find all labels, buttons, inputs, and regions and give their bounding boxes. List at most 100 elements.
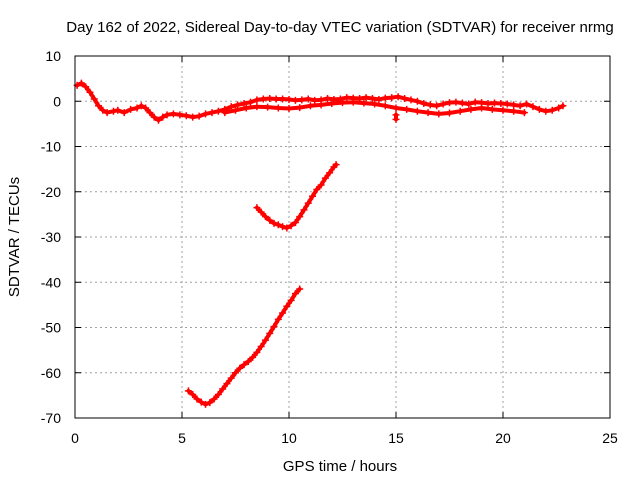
series-4 [184, 285, 304, 408]
data-point [426, 101, 434, 109]
data-point [304, 199, 312, 207]
x-axis-label: GPS time / hours [283, 458, 397, 475]
data-point [283, 302, 291, 310]
data-point [219, 385, 227, 393]
data-point [403, 105, 411, 113]
data-point [313, 185, 321, 193]
data-point [311, 96, 319, 104]
data-point [392, 104, 400, 112]
data-point [279, 95, 287, 103]
data-point [90, 95, 98, 103]
data-point [510, 107, 518, 115]
data-point [244, 357, 252, 365]
data-point [202, 110, 210, 118]
data-point [465, 100, 473, 108]
series-0 [73, 79, 567, 124]
data-point [227, 103, 235, 111]
data-point [304, 95, 312, 103]
data-point [137, 102, 145, 110]
data-point [110, 107, 118, 115]
data-point [266, 216, 274, 224]
data-point [77, 79, 85, 87]
data-point [362, 94, 370, 102]
data-point [189, 113, 197, 121]
data-point [503, 100, 511, 108]
y-tick-label: -50 [41, 320, 61, 336]
data-point [163, 111, 171, 119]
ticks: 0 5 10 15 20 25 10 0 -10 -20 -30 -40 -50 -60 -70 [41, 48, 618, 446]
data-point [424, 109, 432, 117]
data-point [285, 104, 293, 112]
data-point [184, 387, 192, 395]
data-point [197, 398, 205, 406]
y-tick-label: -40 [41, 274, 61, 290]
data-point [261, 336, 269, 344]
data-point [321, 174, 329, 182]
data-point [169, 110, 177, 118]
data-point [484, 100, 492, 108]
data-point [332, 161, 340, 169]
data-point [227, 374, 235, 382]
x-tick-label: 5 [178, 430, 186, 446]
data-point [371, 100, 379, 108]
data-point [154, 116, 162, 124]
x-tick-label: 20 [495, 430, 511, 446]
data-point [279, 223, 287, 231]
data-point [349, 98, 357, 106]
data-point [146, 109, 154, 117]
data-point [236, 364, 244, 372]
data-point [240, 100, 248, 108]
data-point [142, 104, 150, 112]
x-tick-label: 25 [602, 430, 618, 446]
data-point [296, 104, 304, 112]
data-point [456, 107, 464, 115]
data-point [287, 296, 295, 304]
data-point [407, 96, 415, 104]
data-point [535, 105, 543, 113]
data-point [176, 111, 184, 119]
data-point [309, 192, 317, 200]
data-point [246, 98, 254, 106]
data-point [499, 106, 507, 114]
data-point [401, 95, 409, 103]
data-point [392, 115, 400, 123]
x-tick-label: 0 [71, 430, 79, 446]
data-point [232, 369, 239, 377]
data-point [381, 102, 389, 110]
data-point [296, 213, 304, 221]
data-point [368, 95, 376, 103]
data-point [202, 400, 210, 408]
data-point [82, 83, 90, 91]
data-point [317, 101, 325, 109]
data-point [291, 96, 299, 104]
data-point [259, 95, 267, 103]
data-point [452, 98, 460, 106]
data-point [266, 95, 274, 103]
data-point [542, 107, 550, 115]
data-point [270, 323, 278, 331]
chart-title: Day 162 of 2022, Sidereal Day-to-day VTE… [66, 19, 613, 36]
data-point [257, 208, 265, 216]
data-point [413, 97, 421, 105]
y-tick-label: -30 [41, 229, 61, 245]
data-point [150, 113, 158, 121]
data-point [516, 102, 524, 110]
data-point [95, 102, 103, 110]
data-point [446, 99, 453, 107]
data-point [274, 221, 282, 229]
data-point [478, 104, 486, 112]
data-point [291, 290, 299, 298]
data-point [520, 109, 528, 117]
x-tick-label: 10 [281, 430, 297, 446]
data-point [264, 103, 272, 111]
data-point [99, 106, 107, 114]
series-2 [392, 111, 400, 123]
data-point [270, 219, 278, 227]
data-point [490, 99, 498, 107]
data-point [285, 95, 293, 103]
series-3 [253, 161, 340, 232]
data-point [261, 213, 269, 221]
y-tick-label: -10 [41, 139, 61, 155]
data-point [274, 315, 282, 323]
